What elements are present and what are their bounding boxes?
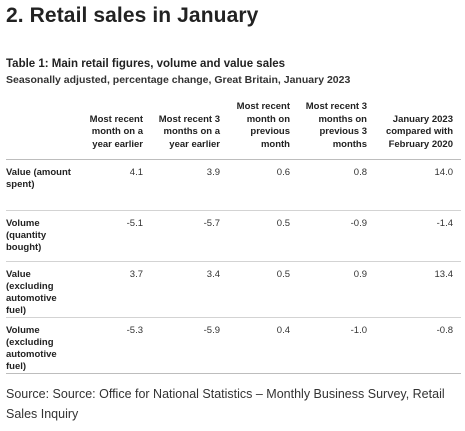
table-subtitle: Seasonally adjusted, percentage change, … (6, 74, 351, 86)
table-cell: 14.0 (375, 159, 461, 211)
column-header: Most recent month on a year earlier (80, 101, 151, 160)
table-cell: -5.7 (151, 210, 228, 262)
table-cell: 0.8 (298, 159, 375, 211)
section-title: 2. Retail sales in January (6, 4, 259, 27)
table-row: Value (amount spent) 4.1 3.9 0.6 0.8 14.… (6, 159, 461, 211)
column-header: Most recent 3 months on previous 3 month… (298, 101, 375, 160)
row-label: Value (amount spent) (6, 159, 80, 211)
table-cell: -1.0 (298, 317, 375, 374)
table-cell: 3.7 (80, 261, 151, 318)
table-cell: 4.1 (80, 159, 151, 211)
column-header: Most recent 3 months on a year earlier (151, 101, 228, 160)
retail-figures-table: Most recent month on a year earlier Most… (6, 101, 461, 374)
table-cell: 0.5 (228, 210, 298, 262)
row-label: Value (excluding automotive fuel) (6, 261, 80, 318)
table-row: Volume (excluding automotive fuel) -5.3 … (6, 317, 461, 374)
table-cell: 13.4 (375, 261, 461, 318)
column-header: January 2023 compared with February 2020 (375, 101, 461, 160)
table-cell: 3.4 (151, 261, 228, 318)
table-cell: 0.4 (228, 317, 298, 374)
table-cell: 0.5 (228, 261, 298, 318)
table-cell: 0.6 (228, 159, 298, 211)
table-cell: -5.3 (80, 317, 151, 374)
source-note: Source: Source: Office for National Stat… (6, 387, 445, 421)
row-label: Volume (quantity bought) (6, 210, 80, 262)
table-title: Table 1: Main retail figures, volume and… (6, 58, 286, 70)
table-cell: 0.9 (298, 261, 375, 318)
table-cell: -1.4 (375, 210, 461, 262)
table-row: Volume (quantity bought) -5.1 -5.7 0.5 -… (6, 210, 461, 262)
column-header: Most recent month on previous month (228, 101, 298, 160)
row-label: Volume (excluding automotive fuel) (6, 317, 80, 374)
table-cell: -0.8 (375, 317, 461, 374)
table-cell: -5.1 (80, 210, 151, 262)
table-cell: 3.9 (151, 159, 228, 211)
table-header-row: Most recent month on a year earlier Most… (6, 101, 461, 160)
table-row: Value (excluding automotive fuel) 3.7 3.… (6, 261, 461, 318)
column-header-blank (6, 101, 80, 160)
table-cell: -0.9 (298, 210, 375, 262)
table-cell: -5.9 (151, 317, 228, 374)
